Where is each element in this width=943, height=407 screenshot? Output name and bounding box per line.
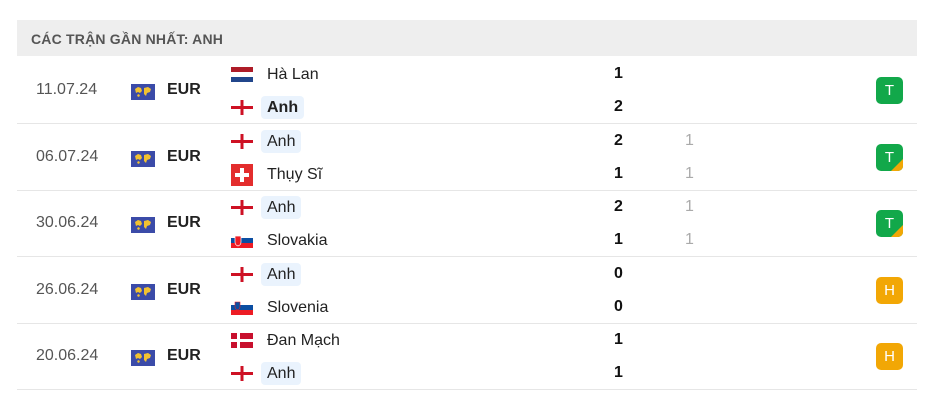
- section-title: CÁC TRẬN GẦN NHẤT: ANH: [31, 31, 224, 47]
- team-name: Slovenia: [267, 298, 329, 316]
- extra-time-marker: [891, 158, 903, 171]
- world-map-icon: [131, 84, 155, 100]
- team-name: Anh: [261, 262, 302, 286]
- result-badge: H: [876, 276, 903, 304]
- slovakia-flag-icon: [231, 233, 253, 249]
- denmark-flag-icon: [231, 333, 253, 349]
- score: 2: [614, 198, 623, 216]
- secondary-score: 1: [685, 164, 694, 182]
- score: 1: [614, 231, 623, 249]
- home-team[interactable]: Hà Lan 1: [231, 63, 631, 87]
- home-team[interactable]: Đan Mạch 1: [231, 329, 631, 353]
- result-letter: T: [884, 82, 895, 99]
- score: 1: [614, 331, 623, 349]
- netherlands-flag-icon: [231, 67, 253, 82]
- away-team[interactable]: Anh 1: [231, 362, 631, 386]
- england-flag-icon: [231, 133, 253, 149]
- away-team[interactable]: Anh 2: [231, 96, 631, 120]
- match-date: 26.06.24: [36, 280, 99, 298]
- competition-label: EUR: [167, 147, 201, 165]
- extra-time-marker: [891, 225, 903, 238]
- match-date: 06.07.24: [36, 147, 99, 165]
- team-name: Hà Lan: [267, 66, 319, 83]
- away-team[interactable]: Slovenia 0: [231, 296, 631, 320]
- competition-label: EUR: [167, 214, 201, 232]
- score: 1: [614, 364, 623, 382]
- score: 1: [614, 164, 623, 182]
- result-letter: H: [884, 281, 895, 299]
- score: 2: [614, 131, 623, 149]
- england-flag-icon: [231, 266, 253, 282]
- match-row[interactable]: 20.06.24 EUR Đan Mạch 1 Anh 1 H: [17, 323, 917, 391]
- competition-label: EUR: [167, 347, 201, 365]
- slovenia-flag-icon: [231, 299, 253, 315]
- match-row[interactable]: 30.06.24 EUR Anh 2 1 Slovakia 1 1 T: [17, 190, 917, 258]
- home-team[interactable]: Anh 2 1: [231, 196, 694, 220]
- result-badge: H: [876, 343, 903, 371]
- away-team[interactable]: Slovakia 1 1: [231, 229, 694, 253]
- competition-label: EUR: [167, 81, 201, 98]
- section-header: CÁC TRẬN GẦN NHẤT: ANH: [17, 20, 917, 56]
- match-row[interactable]: 26.06.24 EUR Anh 0 Slovenia 0 H: [17, 257, 917, 324]
- england-flag-icon: [231, 200, 253, 216]
- match-row[interactable]: 06.07.24 EUR Anh 2 1 Thụy Sĩ 1 1 T: [17, 124, 917, 191]
- secondary-score: 1: [685, 231, 694, 249]
- team-name: Đan Mạch: [267, 332, 340, 350]
- score: 0: [614, 264, 623, 282]
- team-name: Anh: [261, 129, 302, 153]
- match-date: 30.06.24: [36, 214, 99, 232]
- world-map-icon: [131, 350, 155, 367]
- result-badge: T: [876, 210, 903, 238]
- team-name: Anh: [261, 196, 302, 220]
- score: 1: [614, 65, 623, 82]
- result-badge: T: [876, 143, 903, 171]
- score: 0: [614, 297, 623, 315]
- england-flag-icon: [231, 366, 253, 382]
- team-name: Thụy Sĩ: [267, 165, 323, 183]
- match-row[interactable]: 11.07.24 EUR Hà Lan 1 Anh 2 T: [17, 57, 917, 124]
- result-letter: T: [884, 215, 895, 233]
- result-letter: H: [884, 348, 895, 366]
- match-date: 11.07.24: [36, 81, 98, 98]
- home-team[interactable]: Anh 2 1: [231, 129, 694, 154]
- score: 2: [614, 98, 623, 115]
- result-badge: T: [876, 77, 903, 104]
- secondary-score: 1: [685, 131, 694, 149]
- match-date: 20.06.24: [36, 347, 99, 365]
- team-name: Anh: [261, 362, 302, 386]
- team-name: Slovakia: [267, 232, 328, 250]
- switzerland-flag-icon: [231, 163, 253, 186]
- result-letter: T: [884, 148, 895, 166]
- team-name: Anh: [261, 96, 305, 119]
- world-map-icon: [131, 217, 155, 234]
- away-team[interactable]: Thụy Sĩ 1 1: [231, 163, 694, 187]
- england-flag-icon: [231, 100, 253, 115]
- home-team[interactable]: Anh 0: [231, 262, 631, 287]
- world-map-icon: [131, 283, 155, 300]
- world-map-icon: [131, 150, 155, 167]
- secondary-score: 1: [685, 198, 694, 216]
- competition-label: EUR: [167, 280, 201, 298]
